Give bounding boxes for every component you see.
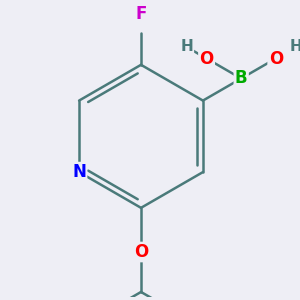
Text: F: F — [135, 5, 147, 23]
Text: N: N — [72, 163, 86, 181]
Text: O: O — [269, 50, 283, 68]
Text: B: B — [235, 70, 247, 88]
Text: H: H — [290, 39, 300, 54]
Text: H: H — [180, 39, 193, 54]
Text: O: O — [134, 243, 148, 261]
Text: O: O — [200, 50, 214, 68]
